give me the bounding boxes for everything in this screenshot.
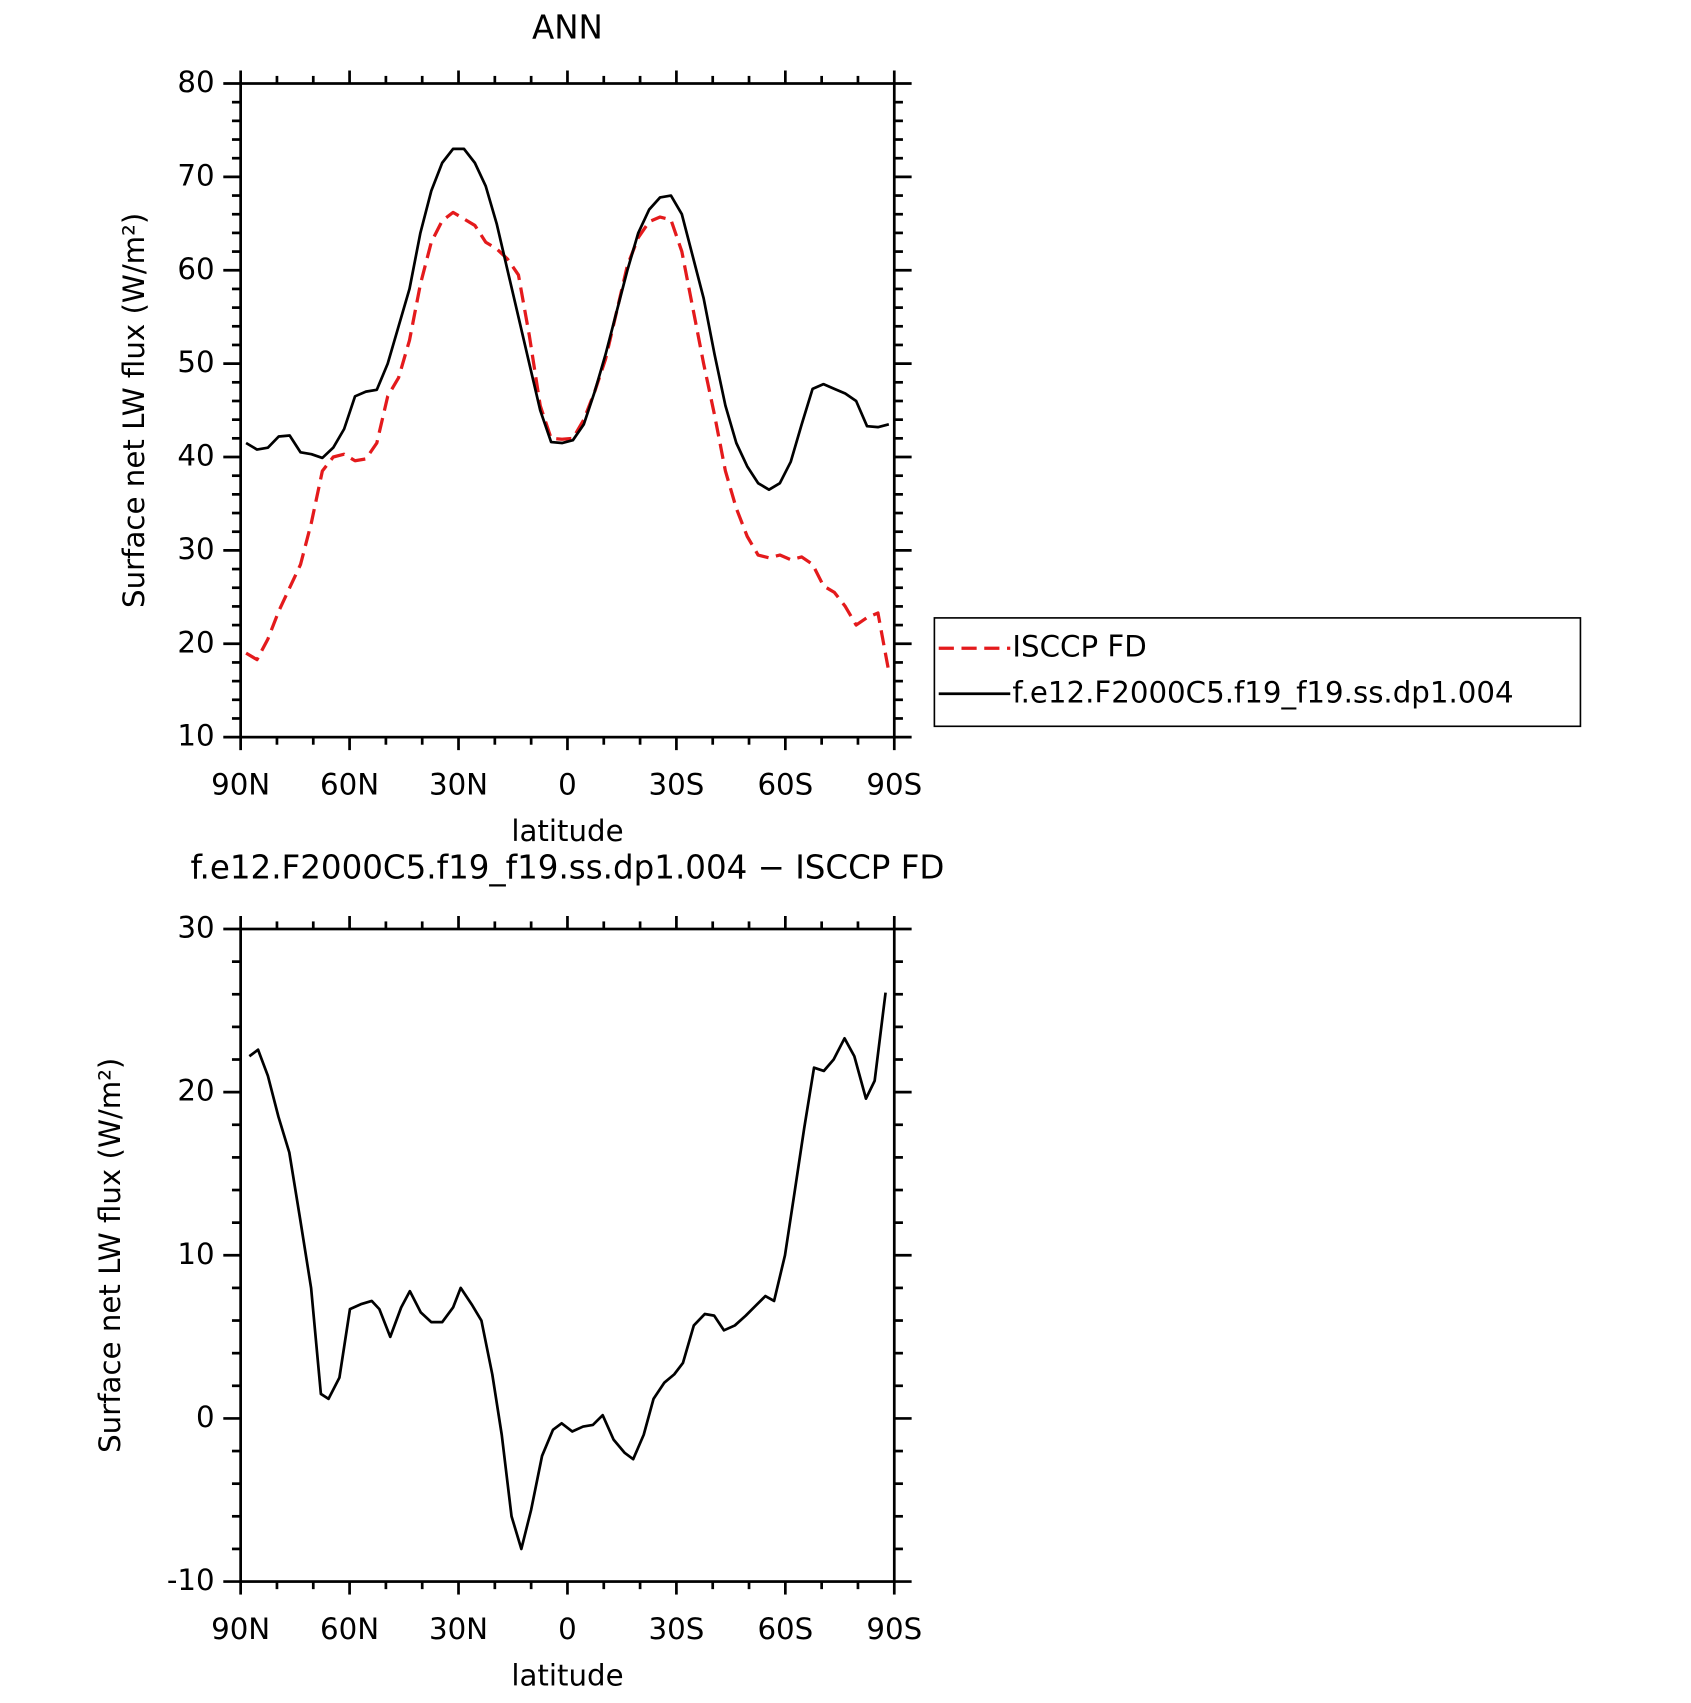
x-tick-label: 0 [558,1612,577,1646]
x-tick-label: 90N [211,767,270,801]
y-tick-label: 20 [177,625,214,659]
x-axis-label: latitude [511,1658,623,1692]
x-tick-label: 30N [429,767,488,801]
x-tick-label: 30S [649,767,705,801]
x-axis-label: latitude [511,814,623,848]
y-tick-label: 30 [177,532,214,566]
data-line [245,147,890,492]
y-tick-label: 0 [196,1400,215,1434]
y-tick-label: 80 [177,65,214,99]
y-tick-label: -10 [167,1563,215,1597]
legend-label: f.e12.F2000C5.f19_f19.ss.dp1.004 [1012,675,1513,709]
y-tick-label: 20 [177,1074,214,1108]
plot-frame [239,927,896,1583]
x-tick-label: 30S [649,1612,705,1646]
legend-label: ISCCP FD [1012,630,1146,664]
y-tick-label: 10 [177,1237,214,1271]
y-tick-label: 70 [177,158,214,192]
y-axis-label: Surface net LW flux (W/m²) [117,213,151,608]
data-line [245,210,891,673]
y-axis-label: Surface net LW flux (W/m²) [93,1058,127,1453]
y-tick-label: 60 [177,252,214,286]
x-tick-label: 30N [429,1612,488,1646]
y-tick-label: 40 [177,439,214,473]
y-tick-label: 50 [177,345,214,379]
x-tick-label: 60S [757,1612,813,1646]
x-tick-label: 60N [320,767,379,801]
x-tick-label: 90S [866,1612,922,1646]
x-tick-label: 60N [320,1612,379,1646]
chart-title: ANN [532,8,603,46]
y-tick-label: 10 [177,719,214,753]
x-tick-label: 90S [866,767,922,801]
y-tick-label: 30 [177,911,214,945]
plot-frame [239,82,896,739]
x-tick-label: 0 [558,767,577,801]
data-line [248,992,887,1551]
x-tick-label: 90N [211,1612,270,1646]
legend-box [933,617,1582,728]
chart-title: f.e12.F2000C5.f19_f19.ss.dp1.004 − ISCCP… [190,848,944,886]
x-tick-label: 60S [757,767,813,801]
